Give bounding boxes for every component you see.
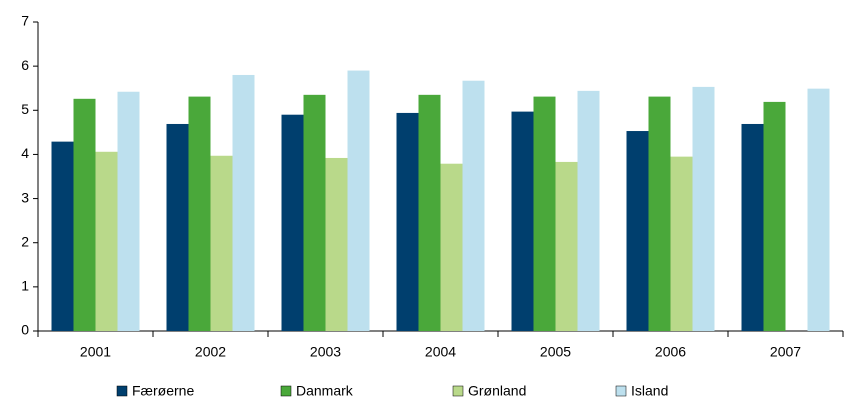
bar: [440, 163, 463, 331]
legend-swatch: [615, 385, 627, 397]
y-tick-label: 4: [21, 145, 29, 161]
bar: [418, 94, 441, 331]
bar: [73, 98, 96, 332]
legend-label: Danmark: [296, 383, 354, 399]
bar: [670, 156, 693, 331]
y-tick-label: 2: [21, 233, 29, 249]
legend-label: Færøerne: [132, 383, 194, 399]
x-tick-label: 2003: [310, 344, 341, 360]
x-tick-label: 2007: [770, 344, 801, 360]
legend-swatch: [116, 385, 128, 397]
bar: [763, 101, 786, 331]
bar: [347, 70, 370, 332]
legend-swatch: [280, 385, 292, 397]
x-tick-label: 2002: [195, 344, 226, 360]
legend-swatch: [452, 385, 464, 397]
bar: [807, 88, 830, 331]
bar: [51, 141, 74, 331]
bar: [462, 80, 485, 332]
bar: [692, 86, 715, 331]
bar: [188, 96, 211, 331]
bar: [396, 112, 419, 331]
y-tick-label: 7: [21, 13, 29, 29]
bar: [166, 123, 189, 331]
bar: [626, 131, 649, 331]
legend-label: Island: [631, 383, 668, 399]
bar: [648, 96, 671, 331]
bar: [577, 90, 600, 331]
x-tick-label: 2004: [425, 344, 456, 360]
y-tick-label: 1: [21, 278, 29, 294]
y-tick-label: 3: [21, 189, 29, 205]
bar: [232, 74, 255, 331]
y-tick-label: 6: [21, 57, 29, 73]
legend-label: Grønland: [468, 383, 526, 399]
bar: [117, 91, 140, 331]
y-tick-label: 0: [21, 322, 29, 338]
bar: [210, 155, 233, 331]
bar: [511, 111, 534, 331]
x-tick-label: 2001: [80, 344, 111, 360]
x-tick-label: 2005: [540, 344, 571, 360]
bar: [95, 151, 118, 331]
bar: [303, 94, 326, 331]
bar: [533, 96, 556, 331]
bar: [555, 161, 578, 331]
bar: [281, 114, 304, 331]
x-tick-label: 2006: [655, 344, 686, 360]
bar: [325, 157, 348, 331]
bar: [741, 123, 764, 331]
y-tick-label: 5: [21, 101, 29, 117]
